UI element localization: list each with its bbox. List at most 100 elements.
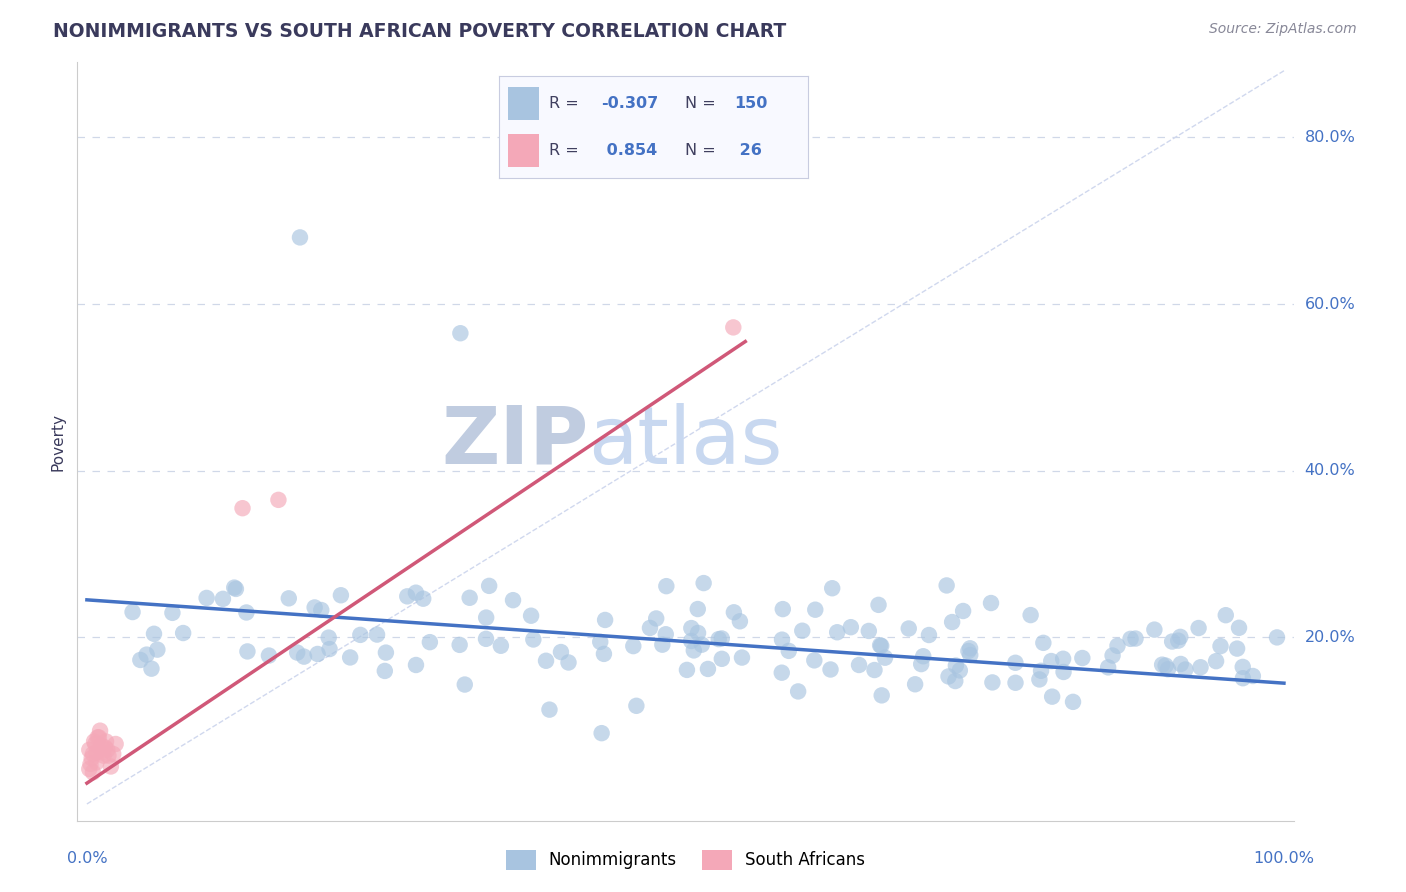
Point <box>309 603 332 617</box>
Point <box>79 756 101 771</box>
Point <box>329 588 352 602</box>
Point <box>1107 639 1129 653</box>
Text: R =: R = <box>548 144 583 158</box>
Text: R =: R = <box>548 96 583 111</box>
Point <box>1052 652 1074 666</box>
Point <box>858 624 880 638</box>
Point <box>686 626 709 640</box>
Point <box>502 593 524 607</box>
Point <box>458 591 481 605</box>
Point <box>681 621 703 635</box>
Point <box>1040 654 1063 668</box>
Point <box>1161 634 1184 648</box>
Point <box>86 756 108 770</box>
Point <box>307 647 329 661</box>
Text: ZIP: ZIP <box>441 402 588 481</box>
Point <box>655 579 678 593</box>
Point <box>475 632 498 646</box>
Point <box>1032 636 1054 650</box>
Point <box>589 635 612 649</box>
Point <box>94 740 117 755</box>
Point <box>820 663 842 677</box>
Point <box>1071 651 1094 665</box>
Point <box>1167 633 1189 648</box>
Point <box>82 747 104 761</box>
Point <box>277 591 299 606</box>
Point <box>366 627 388 641</box>
Point <box>1154 658 1177 673</box>
Text: 150: 150 <box>734 96 768 111</box>
Point <box>1101 648 1123 663</box>
Point <box>676 663 699 677</box>
Point <box>707 632 730 646</box>
Point <box>1265 631 1288 645</box>
Point <box>1019 608 1042 623</box>
Point <box>957 644 980 658</box>
Point <box>904 677 927 691</box>
Point <box>870 639 893 653</box>
Point <box>96 743 118 757</box>
Point <box>83 734 105 748</box>
Point <box>1170 657 1192 671</box>
Point <box>681 634 703 648</box>
Point <box>162 606 184 620</box>
Point <box>1052 665 1074 679</box>
Point <box>1004 675 1026 690</box>
Point <box>1232 660 1254 674</box>
Point <box>1152 657 1174 672</box>
Point <box>94 734 117 748</box>
Point <box>292 649 315 664</box>
Point <box>396 590 419 604</box>
Point <box>593 647 616 661</box>
Point <box>941 615 963 629</box>
Point <box>80 751 103 765</box>
Point <box>100 759 122 773</box>
Point <box>1040 690 1063 704</box>
Point <box>938 669 960 683</box>
Point <box>82 765 104 780</box>
Point <box>231 501 253 516</box>
Point <box>863 663 886 677</box>
Point <box>93 748 115 763</box>
Point <box>412 591 434 606</box>
Point <box>651 638 673 652</box>
Point <box>129 653 152 667</box>
Point <box>1125 632 1147 646</box>
Point <box>839 620 862 634</box>
Point <box>952 604 974 618</box>
Point <box>90 739 112 753</box>
Point <box>349 628 371 642</box>
Point <box>825 625 848 640</box>
Text: atlas: atlas <box>588 402 783 481</box>
Text: Source: ZipAtlas.com: Source: ZipAtlas.com <box>1209 22 1357 37</box>
Point <box>89 723 111 738</box>
Point <box>103 747 125 761</box>
Point <box>1187 621 1209 635</box>
Point <box>772 602 794 616</box>
Point <box>792 624 814 638</box>
Point <box>770 665 793 680</box>
Point <box>288 230 311 244</box>
Point <box>686 602 709 616</box>
Point <box>949 664 972 678</box>
Point <box>723 605 745 619</box>
Point <box>550 645 572 659</box>
Text: 100.0%: 100.0% <box>1253 851 1315 866</box>
Point <box>475 610 498 624</box>
Point <box>1215 608 1237 623</box>
Point <box>787 684 810 698</box>
Point <box>1205 654 1227 668</box>
Point <box>682 643 704 657</box>
Point <box>873 650 896 665</box>
Point <box>1226 641 1249 656</box>
Point <box>1168 630 1191 644</box>
Point <box>1029 664 1052 678</box>
Point <box>212 591 235 606</box>
Point <box>870 689 893 703</box>
Point <box>489 639 512 653</box>
Point <box>97 748 120 763</box>
Point <box>454 677 477 691</box>
Point <box>172 626 194 640</box>
Point <box>943 673 966 688</box>
Text: -0.307: -0.307 <box>602 96 658 111</box>
